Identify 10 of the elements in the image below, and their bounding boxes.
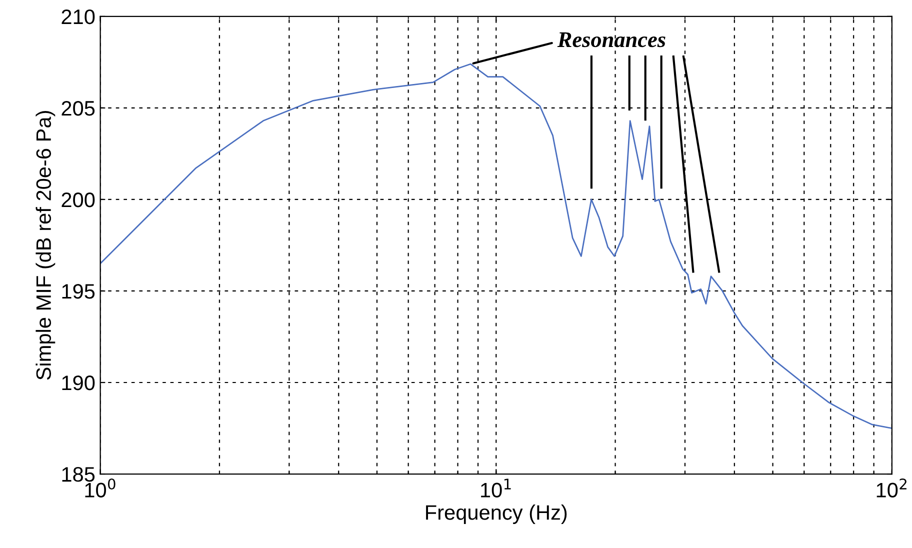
- y-tick-label: 190: [62, 376, 95, 390]
- y-axis-title: Simple MIF (dB ref 20e-6 Pa): [36, 111, 56, 380]
- x-tick-label: 10$^{2}$: [876, 478, 906, 498]
- y-tick-label: 210: [62, 9, 95, 24]
- y-tick-label: 205: [62, 100, 95, 116]
- x-axis-title: Frequency (Hz): [426, 504, 567, 524]
- y-tick-label: 195: [62, 284, 95, 299]
- y-tick-label: 200: [62, 192, 95, 208]
- x-tick-label: 10$^{1}$: [481, 478, 511, 498]
- annotation: Resonances: [557, 32, 666, 48]
